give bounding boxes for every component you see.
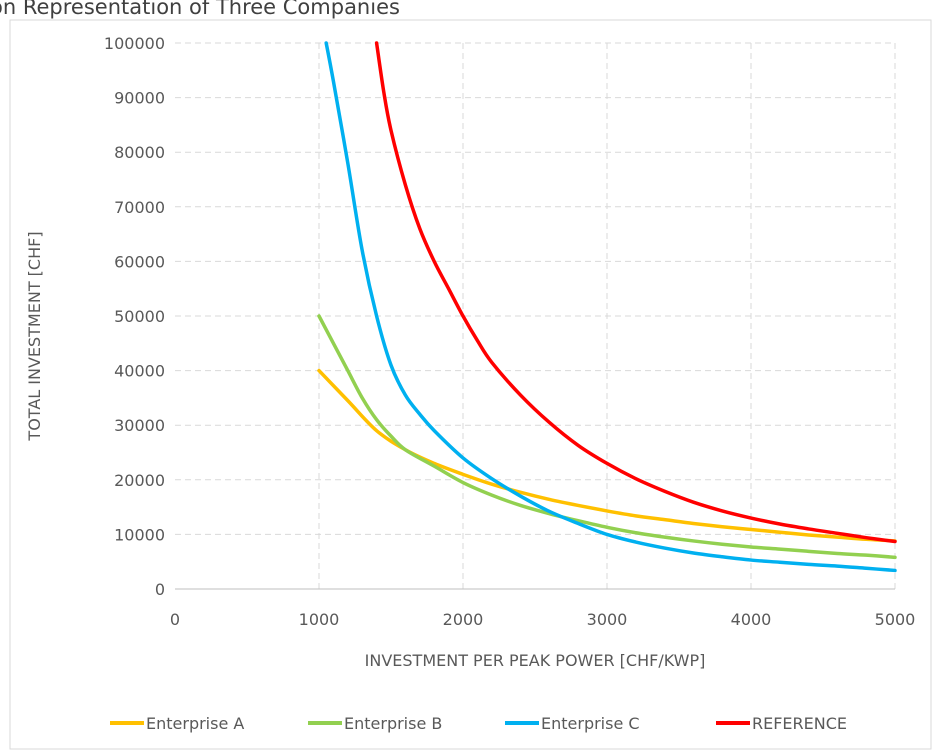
x-tick-label: 3000 bbox=[587, 610, 628, 629]
y-tick-labels: 0 10000 20000 30000 40000 50000 60000 70000 8000… bbox=[104, 34, 165, 599]
x-tick-label: 4000 bbox=[731, 610, 772, 629]
legend-label-enterprise-a: Enterprise A bbox=[146, 714, 244, 733]
y-tick-label: 0 bbox=[155, 580, 165, 599]
y-tick-label: 100000 bbox=[104, 34, 165, 53]
y-tick-label: 90000 bbox=[114, 89, 165, 108]
y-tick-label: 70000 bbox=[114, 198, 165, 217]
x-tick-label: 0 bbox=[170, 610, 180, 629]
y-tick-label: 60000 bbox=[114, 252, 165, 271]
y-tick-label: 40000 bbox=[114, 362, 165, 381]
x-tick-label: 1000 bbox=[299, 610, 340, 629]
chart-frame bbox=[9, 19, 932, 750]
x-tick-label: 5000 bbox=[875, 610, 916, 629]
x-tick-labels: 0 1000 2000 3000 4000 5000 bbox=[170, 610, 915, 629]
chart-title: ...on Representation of Three Companies bbox=[0, 0, 400, 19]
y-tick-label: 80000 bbox=[114, 143, 165, 162]
y-tick-label: 50000 bbox=[114, 307, 165, 326]
x-tick-label: 2000 bbox=[443, 610, 484, 629]
grid bbox=[175, 42, 896, 589]
legend-label-enterprise-c: Enterprise C bbox=[541, 714, 640, 733]
series-line-enterprise-c bbox=[324, 41, 897, 573]
x-axis-title: INVESTMENT PER PEAK POWER [CHF/KWP] bbox=[365, 651, 706, 670]
legend: Enterprise A Enterprise B Enterprise C REFE… bbox=[110, 714, 847, 733]
y-axis-title: TOTAL INVESTMENT [CHF] bbox=[25, 231, 44, 441]
legend-label-enterprise-b: Enterprise B bbox=[344, 714, 442, 733]
series-group bbox=[317, 41, 897, 573]
y-tick-label: 30000 bbox=[114, 416, 165, 435]
y-tick-label: 10000 bbox=[114, 525, 165, 544]
legend-label-reference: REFERENCE bbox=[752, 714, 847, 733]
y-tick-label: 20000 bbox=[114, 471, 165, 490]
series-line-reference bbox=[374, 41, 897, 544]
